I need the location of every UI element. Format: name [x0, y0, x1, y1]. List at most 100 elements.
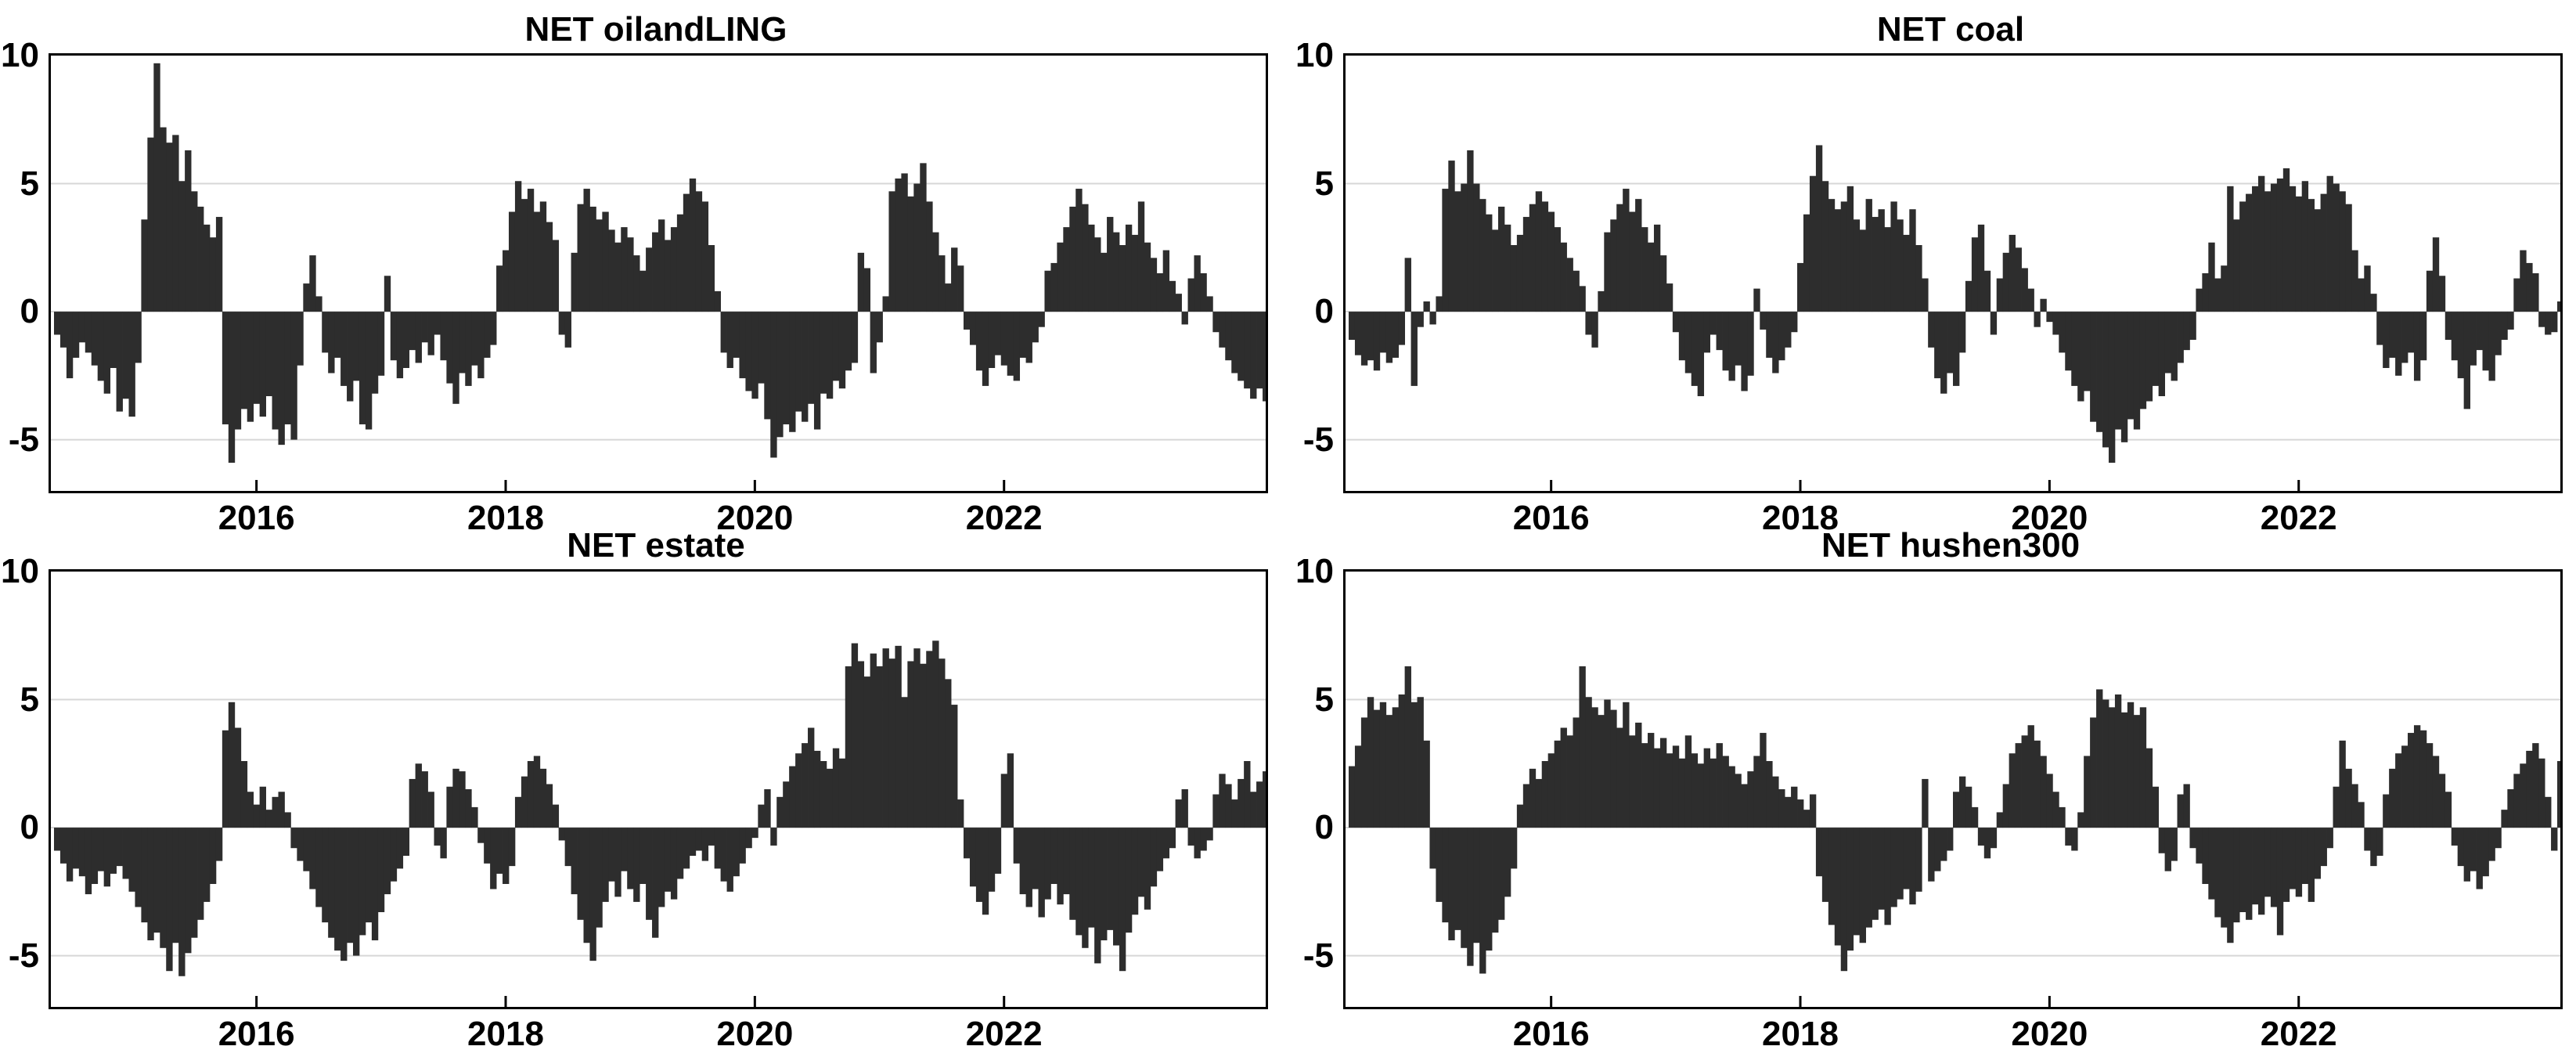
bar: [1075, 189, 1083, 312]
bar: [1977, 224, 1985, 312]
bar: [676, 828, 684, 879]
bar: [2551, 828, 2558, 851]
bar: [1604, 699, 1611, 828]
bar: [2476, 828, 2483, 889]
bar: [1747, 771, 1754, 828]
bar: [1473, 183, 1480, 312]
bar: [1486, 828, 1493, 951]
bar: [1454, 828, 1461, 930]
bar: [328, 828, 335, 938]
bar: [2139, 707, 2147, 828]
bar: [297, 828, 304, 861]
bar: [2015, 743, 2022, 828]
bar: [1641, 227, 1648, 312]
bar: [1541, 761, 1549, 828]
bar: [2507, 789, 2514, 828]
y-tick-label: -5: [1302, 936, 1334, 975]
bar: [1379, 312, 1387, 353]
y-tick-label: 10: [1295, 36, 1334, 74]
bar: [1747, 312, 1754, 376]
bar: [2413, 725, 2421, 828]
bar: [160, 828, 167, 948]
bar: [820, 761, 827, 828]
bar: [670, 828, 678, 900]
bar: [272, 312, 279, 430]
bar: [845, 666, 852, 828]
bar: [982, 312, 989, 386]
bar: [390, 828, 398, 882]
bar: [315, 296, 322, 312]
bar: [2084, 312, 2091, 391]
bar: [103, 312, 111, 394]
bar: [2183, 312, 2190, 351]
bar: [1510, 245, 1518, 312]
bar: [1554, 227, 1561, 312]
bar: [2470, 828, 2477, 871]
bar: [2482, 828, 2489, 877]
bar: [452, 768, 459, 828]
bar: [1206, 296, 1213, 312]
bar: [2358, 278, 2365, 312]
bar: [1710, 312, 1717, 335]
bar: [290, 312, 297, 440]
bar: [589, 206, 596, 312]
bar: [2077, 812, 2084, 828]
bar: [358, 828, 366, 936]
bar: [1448, 161, 1455, 312]
bar: [2221, 265, 2228, 312]
bar: [1735, 774, 1742, 828]
bar: [646, 247, 653, 312]
bar: [789, 312, 796, 432]
bar: [1448, 828, 1455, 940]
bar: [1990, 312, 1998, 335]
bar: [1821, 828, 1829, 902]
bar: [1069, 828, 1076, 920]
bar: [2426, 270, 2434, 312]
bar: [1429, 828, 1436, 869]
bar: [758, 312, 765, 384]
bar: [290, 828, 297, 849]
bar: [440, 312, 447, 361]
bar: [172, 828, 179, 943]
bar: [1516, 804, 1524, 828]
bar: [608, 229, 615, 312]
bar: [1547, 753, 1555, 828]
bar: [284, 312, 291, 424]
bar: [191, 828, 198, 938]
bar: [191, 191, 198, 312]
bar: [66, 312, 74, 379]
bar: [222, 312, 229, 424]
bar: [795, 753, 802, 828]
bar: [2513, 278, 2520, 312]
bar: [1113, 828, 1120, 946]
bar: [1772, 312, 1779, 373]
bar: [2295, 828, 2303, 897]
bar: [1225, 784, 1232, 828]
bar: [1442, 189, 1449, 312]
bar: [2314, 828, 2321, 879]
bar: [309, 255, 316, 312]
bar: [789, 766, 796, 828]
bar: [1367, 312, 1374, 361]
bar: [1909, 828, 1916, 905]
bar: [683, 828, 690, 869]
bar: [714, 290, 721, 312]
bar: [920, 663, 927, 828]
bar: [583, 189, 590, 312]
y-tick-label: 10: [1, 552, 39, 590]
bar: [1119, 245, 1126, 312]
bar: [1691, 753, 1699, 828]
bar: [1616, 204, 1623, 312]
bar: [477, 312, 485, 379]
bar: [1144, 828, 1151, 910]
bar: [720, 312, 727, 353]
bar: [826, 312, 834, 399]
bar: [596, 828, 603, 928]
bar: [863, 676, 871, 828]
bar: [870, 653, 877, 828]
bar: [639, 828, 647, 885]
bar: [658, 828, 665, 907]
bar: [1840, 828, 1848, 972]
bar: [733, 828, 740, 877]
x-tick-label: 2022: [965, 499, 1043, 537]
